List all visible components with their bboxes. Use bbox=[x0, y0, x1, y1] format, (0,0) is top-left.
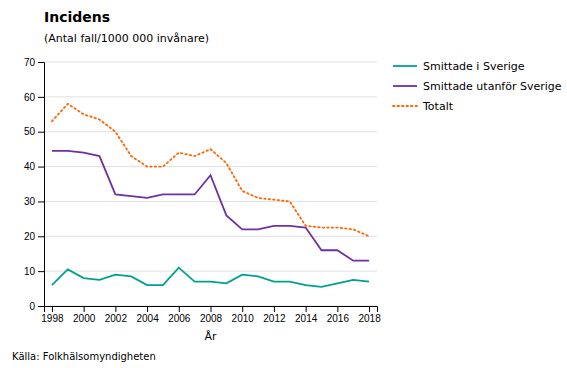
x-tick-mark bbox=[242, 306, 243, 312]
lines bbox=[52, 104, 369, 287]
grid-line bbox=[44, 62, 377, 63]
grid-line bbox=[44, 166, 377, 167]
x-tick-mark bbox=[369, 306, 370, 312]
legend-swatch bbox=[393, 105, 417, 107]
y-tick-mark bbox=[38, 271, 44, 272]
grid-line bbox=[44, 96, 377, 97]
y-tick-label: 40 bbox=[24, 161, 36, 172]
y-tick: 50 bbox=[24, 126, 44, 137]
x-tick: 1998 bbox=[41, 306, 64, 324]
y-tick-mark bbox=[38, 62, 44, 63]
x-tick-label: 2014 bbox=[295, 313, 318, 324]
series-line bbox=[52, 151, 369, 261]
x-tick-label: 2012 bbox=[263, 313, 286, 324]
y-tick-label: 0 bbox=[29, 301, 35, 312]
x-tick-label: 2004 bbox=[136, 313, 159, 324]
title: Incidens bbox=[44, 9, 110, 25]
x-tick-mark bbox=[84, 306, 85, 312]
y-tick: 40 bbox=[24, 161, 44, 172]
y-tick: 60 bbox=[24, 92, 44, 103]
x-tick: 2004 bbox=[136, 306, 159, 324]
x-tick-mark bbox=[274, 306, 275, 312]
grid-line bbox=[44, 236, 377, 237]
chart: 1998200020022004200620082010201220142016… bbox=[0, 0, 567, 368]
y-tick-mark bbox=[38, 306, 44, 307]
y-tick-mark bbox=[38, 236, 44, 237]
y-tick: 10 bbox=[24, 266, 44, 277]
y-tick-label: 10 bbox=[24, 266, 36, 277]
x-tick: 2000 bbox=[73, 306, 96, 324]
legend-item: Smittade i Sverige bbox=[393, 60, 525, 73]
x-tick: 2006 bbox=[168, 306, 191, 324]
x-tick-label: 2010 bbox=[232, 313, 255, 324]
x-axis: 1998 2000 2002 2004 2006 2008 2010 2012 2014 2016… bbox=[41, 306, 381, 324]
legend-item: Totalt bbox=[393, 100, 454, 113]
x-tick-label: 2002 bbox=[105, 313, 128, 324]
y-tick: 0 bbox=[29, 301, 44, 312]
grid-line bbox=[44, 131, 377, 132]
x-axis-line bbox=[45, 307, 378, 313]
y-tick-label: 20 bbox=[24, 231, 36, 242]
x-tick: 2008 bbox=[200, 306, 223, 324]
y-tick-mark bbox=[38, 167, 44, 168]
y-tick-label: 60 bbox=[24, 92, 36, 103]
y-axis-line bbox=[38, 63, 45, 307]
annotation: Källa: Folkhälsomyndigheten bbox=[12, 351, 156, 362]
legend-label: Smittade i Sverige bbox=[423, 60, 525, 73]
x-tick: 2014 bbox=[295, 306, 318, 324]
y-tick-label: 70 bbox=[24, 57, 36, 68]
x-tick: 2012 bbox=[263, 306, 286, 324]
plot: 1998200020022004200620082010201220142016… bbox=[24, 57, 381, 324]
legend-swatch bbox=[393, 65, 417, 67]
y-tick-label: 30 bbox=[24, 196, 36, 207]
series-line bbox=[52, 104, 369, 236]
x-tick-label: 2000 bbox=[73, 313, 96, 324]
x-tick-label: 2008 bbox=[200, 313, 223, 324]
x-tick-mark bbox=[147, 306, 148, 312]
y-axis: 0 10 20 30 40 50 60 70 bbox=[24, 57, 45, 312]
x-tick-label: 2016 bbox=[327, 313, 350, 324]
legend: Smittade i Sverige Smittade utanför Sveri… bbox=[393, 60, 562, 113]
y-tick-label: 50 bbox=[24, 126, 36, 137]
series-line bbox=[52, 268, 369, 287]
y-tick: 20 bbox=[24, 231, 44, 242]
x-tick: 2018 bbox=[358, 306, 381, 324]
x-tick-label: 1998 bbox=[41, 313, 64, 324]
x-tick-mark bbox=[52, 306, 53, 312]
legend-item: Smittade utanför Sverige bbox=[393, 80, 562, 93]
y-tick: 70 bbox=[24, 57, 44, 68]
legend-label: Smittade utanför Sverige bbox=[423, 80, 562, 93]
x-tick-label: 2006 bbox=[168, 313, 191, 324]
x-tick-mark bbox=[115, 306, 116, 312]
x-tick-mark bbox=[306, 306, 307, 312]
x-tick: 2010 bbox=[232, 306, 255, 324]
x-tick-mark bbox=[211, 306, 212, 312]
y-tick: 30 bbox=[24, 196, 44, 207]
grid-line bbox=[44, 201, 377, 202]
y-tick-mark bbox=[38, 201, 44, 202]
x-tick-label: 2018 bbox=[358, 313, 381, 324]
y-tick-mark bbox=[38, 132, 44, 133]
x-tick-mark bbox=[179, 306, 180, 312]
legend-swatch bbox=[393, 85, 417, 87]
y-axis-title: (Antal fall/1000 000 invånare) bbox=[44, 32, 209, 45]
x-tick: 2016 bbox=[327, 306, 350, 324]
grid bbox=[44, 62, 377, 306]
legend-label: Totalt bbox=[422, 100, 454, 113]
y-tick-mark bbox=[38, 97, 44, 98]
x-tick: 2002 bbox=[105, 306, 128, 324]
x-axis-title: År bbox=[204, 330, 217, 343]
x-tick-mark bbox=[337, 306, 338, 312]
grid-line bbox=[44, 271, 377, 272]
